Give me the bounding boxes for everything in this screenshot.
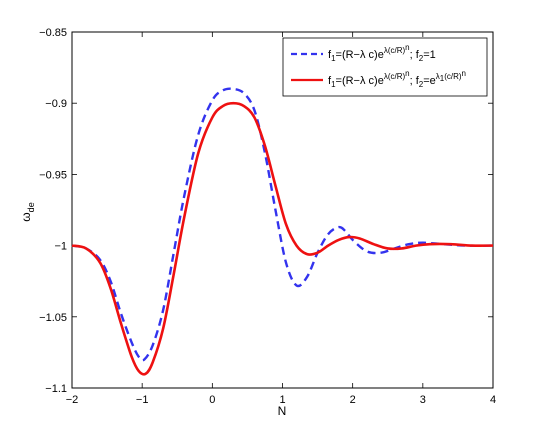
y-tick-label: −1.1 [45,383,67,395]
y-tick-label: −0.85 [39,27,67,39]
y-tick-label: −1.05 [39,312,67,324]
x-tick-label: 1 [279,394,285,406]
y-tick-label: −0.95 [39,169,67,181]
x-tick-label: 2 [350,394,356,406]
y-axis-label-main: ω [19,212,33,221]
y-axis-label: ωde [19,202,36,221]
y-tick-label: −1 [54,241,67,253]
x-axis-label: N [278,404,287,418]
x-tick-label: 0 [209,394,215,406]
y-tick-labels: −1.1 −1.05 −1 −0.95 −0.9 −0.85 [39,27,67,395]
x-tick-label: −2 [66,394,79,406]
y-tick-label: −0.9 [45,98,67,110]
legend-label-2: f1=(R−λ c)eλ(c/R)n; f2=eλ1(c/R)n [328,69,466,89]
series-line-1 [71,87,494,362]
legend: f1=(R−λ c)eλ(c/R)n; f2=1 f1=(R−λ c)eλ(c/… [282,37,488,97]
legend-box [282,37,488,97]
x-tick-labels: −2 −1 0 1 2 3 4 [66,394,496,406]
x-tick-label: −1 [136,394,149,406]
x-tick-label: 3 [420,394,426,406]
x-tick-label: 4 [490,394,496,406]
series-lines [71,87,494,376]
legend-label-1: f1=(R−λ c)eλ(c/R)n; f2=1 [328,43,436,63]
y-axis-label-sub: de [26,202,36,212]
series-line-2 [71,101,494,376]
